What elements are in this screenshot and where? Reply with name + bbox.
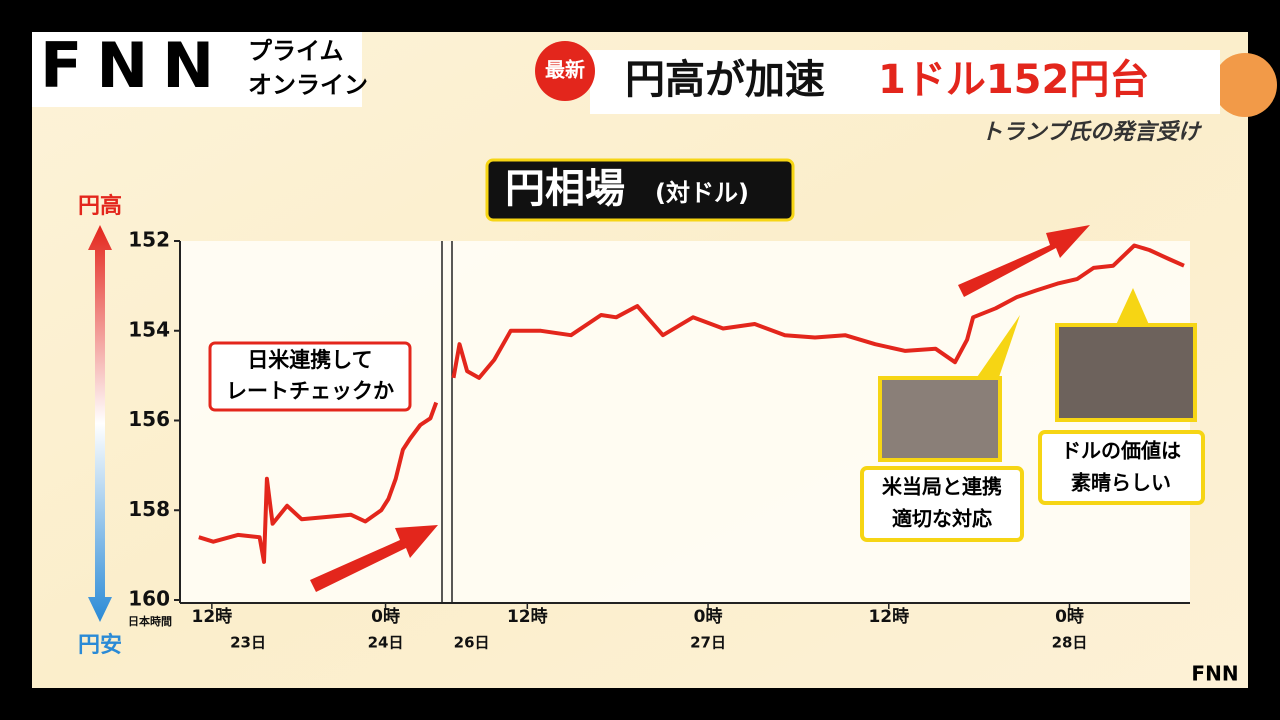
headline: 円高が加速	[625, 57, 825, 103]
annotation: 日米連携して	[247, 348, 372, 372]
x-tick-label: 12時	[192, 606, 233, 627]
x-tick-label: 0時	[371, 606, 400, 627]
decor	[1213, 53, 1277, 117]
brand: オンライン	[248, 71, 368, 99]
price-line	[451, 243, 1185, 380]
title-box	[485, 158, 795, 222]
date-label: 23日	[230, 634, 266, 652]
date-label: 26日	[454, 634, 490, 652]
trend-arrow	[958, 225, 1090, 297]
y-tick-label: 158	[128, 497, 170, 521]
x-tick-label: 12時	[507, 606, 548, 627]
annotation: ドルの価値は	[1061, 439, 1181, 463]
annotation-box	[860, 466, 1024, 542]
photo	[1055, 323, 1197, 422]
photo	[878, 376, 1002, 462]
chart-title: 円相場	[505, 166, 625, 212]
y-tick-label: 156	[128, 407, 170, 431]
headline-accent: 1ドル152円台	[878, 57, 1149, 103]
axis-bottom-label: 円安	[78, 632, 122, 658]
price-line	[198, 401, 439, 564]
axis-top-label: 円高	[78, 193, 122, 219]
callout-pointer	[1115, 288, 1150, 327]
date-label: 27日	[690, 634, 726, 652]
logo: FNN	[40, 29, 228, 102]
plot-area	[180, 241, 1190, 603]
x-tick-label: 0時	[694, 606, 723, 627]
y-tick-label: 154	[128, 317, 170, 341]
y-direction-arrow	[88, 225, 112, 622]
annotation-box	[208, 341, 412, 412]
annotation: 米当局と連携	[882, 475, 1002, 499]
annotation: レートチェックか	[226, 379, 394, 403]
headline-box	[590, 50, 1220, 114]
chart-subtitle: (対ドル)	[655, 179, 749, 207]
logo-box	[32, 32, 362, 107]
date-label: 28日	[1052, 634, 1088, 652]
annotation: 適切な対応	[892, 507, 992, 531]
time-zone-label: 日本時間	[128, 614, 172, 628]
badge-circle	[535, 41, 595, 101]
subhead: トランプ氏の発言受け	[981, 119, 1203, 145]
annotation-box	[1038, 430, 1205, 505]
date-label: 24日	[368, 634, 404, 652]
annotation: 素晴らしい	[1071, 471, 1171, 495]
y-tick-label: 160	[128, 587, 170, 611]
y-tick-label: 152	[128, 228, 170, 252]
x-tick-label: 12時	[868, 606, 909, 627]
footer-logo: FNN	[1191, 662, 1238, 686]
x-tick-label: 0時	[1055, 606, 1084, 627]
callout-pointer	[975, 315, 1020, 380]
brand: プライム	[248, 37, 344, 65]
badge: 最新	[545, 58, 585, 82]
trend-arrow	[310, 525, 438, 592]
